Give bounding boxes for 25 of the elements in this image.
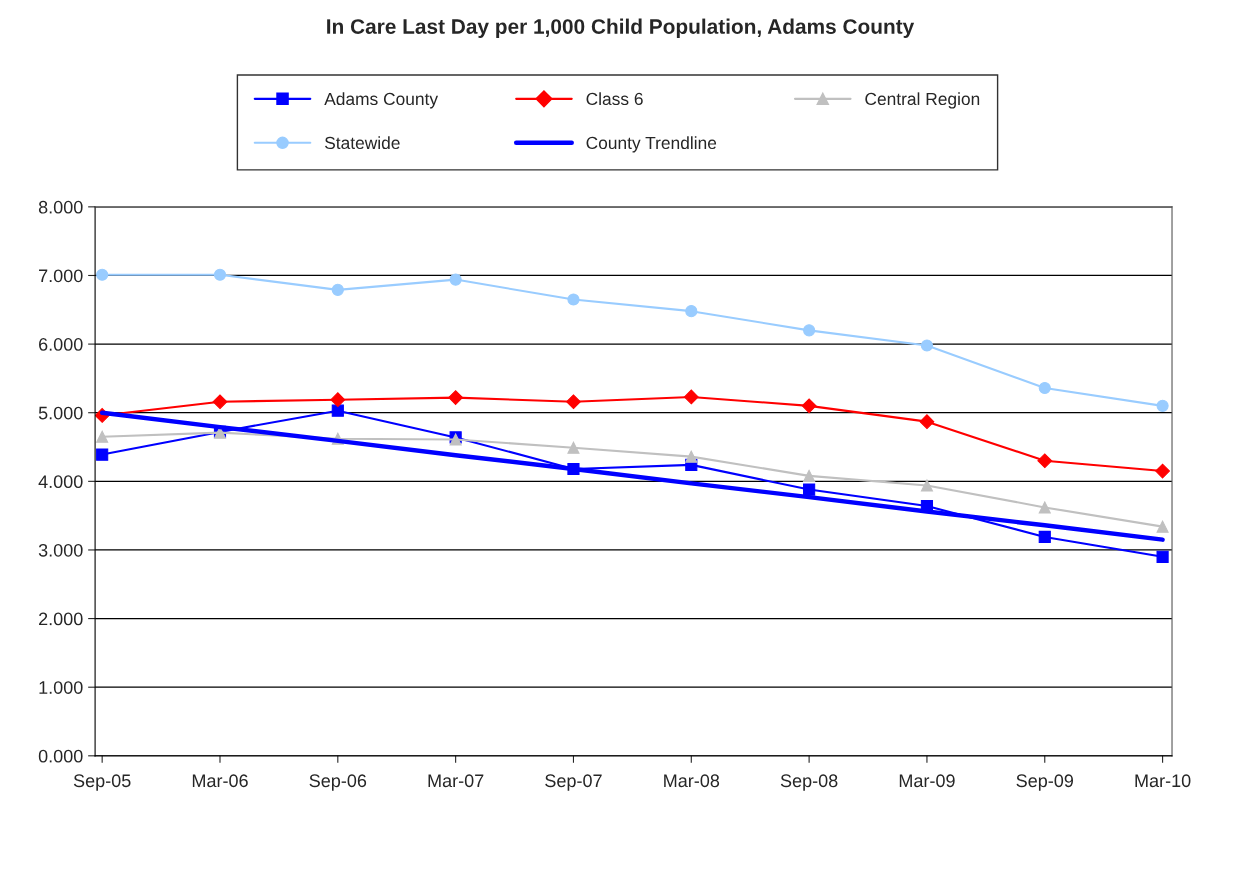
x-tick-label: Sep-07 [545, 774, 602, 791]
x-tick-label: Mar-10 [1135, 774, 1191, 788]
x-tick-label: Mar-06 [192, 774, 248, 788]
y-tick-label: 7.000 [39, 269, 83, 283]
y-tick-label: 2.000 [39, 612, 83, 626]
x-tick-label: Sep-08 [780, 774, 838, 791]
y-tick-label: 8.000 [38, 200, 83, 214]
chart-title: In Care Last Day per 1,000 Child Population, Adams County [327, 18, 915, 38]
y-tick-label: 6.000 [39, 338, 83, 351]
legend-label: County Trendline [586, 136, 717, 153]
x-tick-label: Mar-08 [664, 774, 720, 788]
y-tick-label: 5.000 [38, 406, 83, 420]
x-tick-label: Mar-09 [899, 774, 955, 788]
x-tick-label: Mar-07 [428, 774, 484, 788]
x-tick-label: Sep-09 [1016, 774, 1074, 791]
x-tick-label: Sep-06 [309, 774, 367, 791]
legend-label: Adams County [324, 92, 439, 109]
x-tick-label: Sep-05 [73, 774, 131, 791]
y-tick-label: 1.000 [39, 681, 83, 694]
legend-label: Class 6 [586, 92, 643, 106]
y-tick-label: 3.000 [38, 543, 83, 557]
y-tick-label: 4.000 [38, 475, 83, 489]
legend-label: Statewide [324, 136, 400, 150]
legend-label: Central Region [865, 92, 980, 109]
y-tick-label: 0.000 [38, 749, 83, 763]
